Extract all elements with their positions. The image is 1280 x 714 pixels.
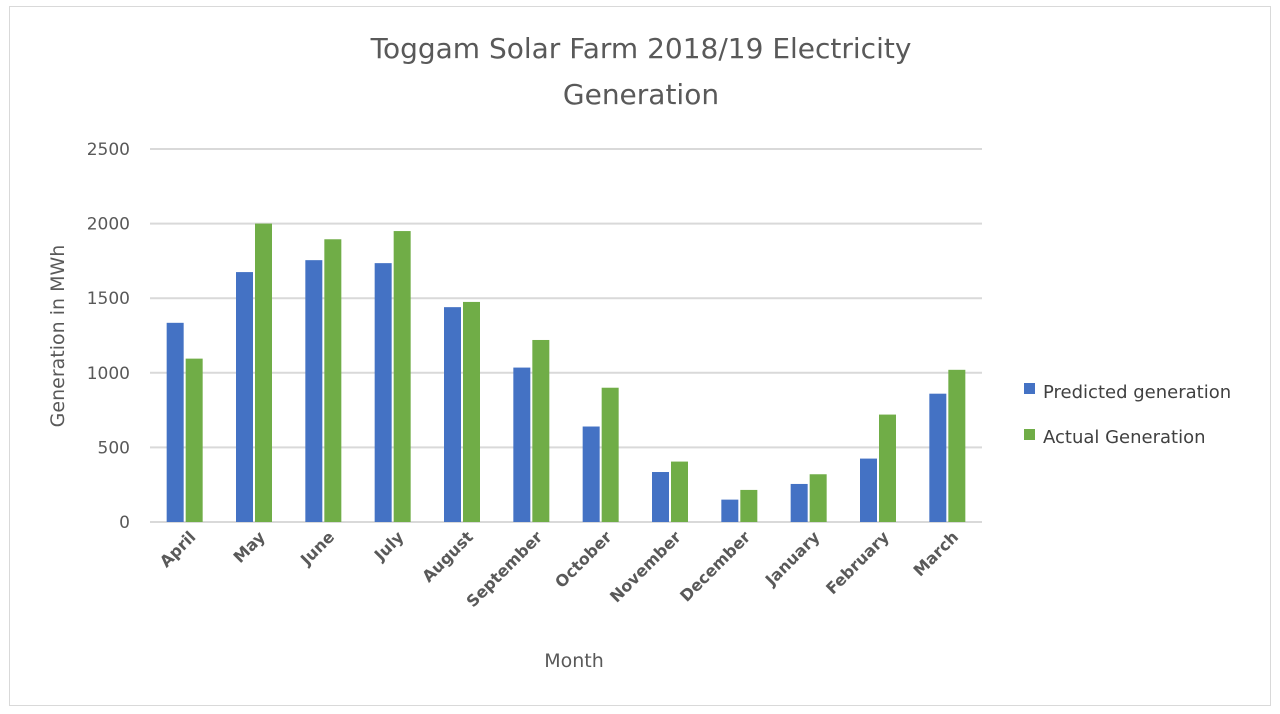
bar-predicted-january (790, 483, 808, 522)
bar-predicted-march (929, 393, 947, 522)
x-axis-title: Month (544, 650, 604, 672)
bar-actual-may (255, 223, 272, 522)
y-tick-label: 2000 (87, 215, 130, 235)
bar-predicted-december (721, 499, 739, 522)
bars (166, 223, 966, 523)
x-tick-label: August (418, 527, 477, 586)
bar-predicted-november (652, 472, 669, 522)
bar-actual-april (185, 358, 203, 522)
legend-swatch-predicted (1024, 383, 1035, 394)
bar-actual-june (324, 239, 342, 523)
bar-actual-october (601, 387, 619, 522)
x-tick-label: November (606, 527, 685, 606)
bar-actual-september (532, 339, 550, 522)
bar-actual-march (948, 369, 966, 522)
gridlines (150, 148, 982, 523)
y-tick-label: 1000 (87, 364, 130, 384)
y-tick-label: 0 (119, 513, 130, 533)
bar-predicted-june (305, 260, 323, 522)
bar-predicted-october (582, 426, 600, 522)
bar-actual-july (393, 231, 411, 522)
x-tick-label: January (761, 527, 824, 590)
x-tick-label: December (676, 527, 754, 605)
x-tick-label: April (156, 527, 200, 571)
x-tick-label: May (229, 527, 269, 567)
bar-predicted-july (374, 263, 392, 522)
y-tick-label: 1500 (87, 289, 130, 309)
bar-actual-november (671, 461, 688, 522)
bar-actual-august (463, 301, 480, 522)
x-tick-label: July (370, 527, 408, 565)
bar-actual-december (740, 489, 758, 522)
bar-predicted-april (166, 322, 184, 522)
bar-actual-february (879, 414, 896, 522)
x-tick-label: February (822, 527, 893, 598)
y-tick-label: 500 (98, 438, 130, 458)
legend-label-predicted: Predicted generation (1043, 382, 1231, 403)
x-tick-label: March (909, 527, 962, 580)
y-tick-label: 2500 (87, 140, 130, 160)
bar-predicted-february (860, 458, 877, 522)
chart-title-line-2: Generation (563, 78, 719, 111)
bar-predicted-september (513, 367, 531, 522)
legend-label-actual: Actual Generation (1043, 427, 1206, 448)
chart-title-line-1: Toggam Solar Farm 2018/19 Electricity (370, 32, 912, 65)
bar-predicted-august (444, 307, 461, 522)
y-axis-title: Generation in MWh (47, 245, 69, 428)
legend: Predicted generation Actual Generation (1024, 382, 1231, 448)
x-tick-label: June (296, 527, 338, 569)
x-tick-label: October (551, 527, 615, 591)
chart-frame (9, 6, 1271, 706)
bar-actual-january (809, 474, 827, 522)
legend-swatch-actual (1024, 429, 1035, 440)
bar-predicted-may (236, 272, 253, 522)
y-axis-ticks: 0 500 1000 1500 2000 2500 (87, 140, 130, 533)
